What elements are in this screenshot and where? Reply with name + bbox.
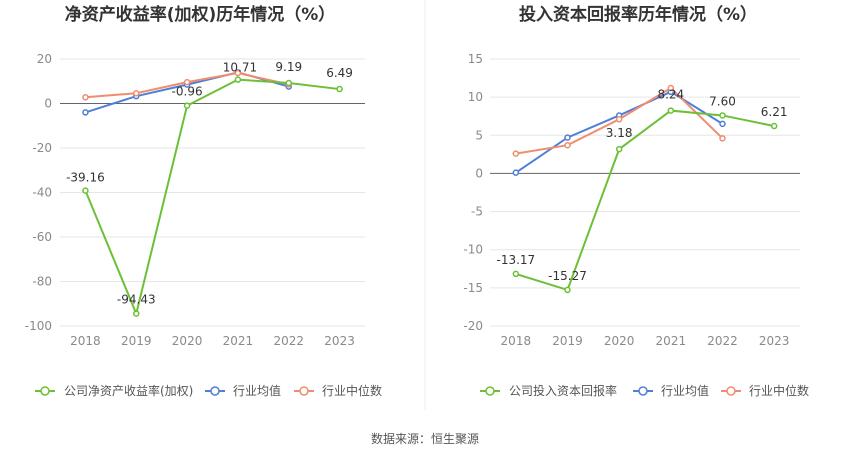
roe-chart: 净资产收益率(加权)历年情况（%） 20 0 -20 -40 -60 -80 -100 2018… [25,4,382,398]
series-line-company [515,109,775,292]
data-label: 6.49 [326,66,353,80]
data-label: 3.18 [606,126,633,140]
data-point-median [719,135,726,142]
data-point-median [133,90,140,97]
x-tick-label: 2018 [70,334,101,348]
data-point-avg [512,169,520,176]
y-tick-label: -40 [32,186,52,200]
data-label: -15.27 [548,269,587,283]
legend-label: 行业中位数 [322,383,382,398]
data-point-avg [564,134,571,141]
x-tick-label: 2022 [707,334,738,348]
data-point-company [667,107,675,114]
y-tick-label: -5 [471,205,483,219]
data-label: -0.96 [172,85,203,99]
y-tick-label: -10 [463,243,483,257]
legend-label: 行业均值 [233,383,281,398]
x-tick-label: 2020 [172,334,203,348]
data-label: 8.24 [657,88,684,102]
y-tick-label: 10 [468,90,483,104]
data-point-median [512,150,520,157]
y-tick-label: -60 [32,230,52,244]
data-point-company [564,286,571,294]
data-point-company [82,187,89,194]
data-label: -94.43 [117,293,156,307]
legend-marker-median [299,386,309,396]
data-point-company [512,270,520,278]
x-tick-label: 2019 [552,334,583,348]
data-point-median [234,69,242,77]
data-point-company [336,85,343,93]
data-point-company [770,122,778,130]
data-point-median [667,84,675,92]
data-point-median [615,116,623,123]
legend-label: 公司净资产收益率(加权) [64,383,193,398]
y-tick-label: -100 [25,319,52,333]
data-label: -39.16 [66,171,105,185]
data-point-company [133,310,140,317]
x-tick-label: 2019 [121,334,152,348]
chart-title: 投入资本回报率历年情况（%） [519,4,757,25]
legend-marker-avg [210,386,220,396]
x-tick-label: 2021 [656,334,687,348]
legend-label: 公司投入资本回报率 [509,383,617,398]
legend-marker-company [40,386,50,396]
y-tick-label: -20 [32,141,52,155]
data-point-company [234,76,242,83]
legend-label: 行业中位数 [749,383,809,398]
data-point-median [564,141,571,149]
data-point-company [719,112,726,119]
x-tick-label: 2018 [501,334,532,348]
data-label: 7.60 [709,94,736,108]
roic-chart: 投入资本回报率历年情况（%） 15 10 5 0 -5 -10 -15 -20 2018 2019 2… [463,4,809,398]
legend-marker-avg [638,386,648,396]
y-tick-label: -20 [463,319,483,333]
data-label: 6.21 [761,105,788,119]
data-label: 9.19 [275,60,302,74]
data-point-median [82,94,89,101]
series-line-company [84,78,340,317]
data-point-company [615,145,623,153]
data-point-avg [82,109,89,116]
legend-marker-company [485,386,495,396]
data-point-median [183,78,191,86]
legend-label: 行业均值 [661,383,709,398]
data-label: 10.71 [223,61,257,75]
y-tick-label: -80 [32,275,52,289]
x-tick-label: 2023 [759,334,790,348]
data-point-company [285,79,292,87]
y-tick-label: 0 [44,97,52,111]
y-tick-label: -15 [463,281,483,295]
data-point-company [183,102,191,109]
legend-marker-median [726,386,736,396]
x-tick-label: 2023 [324,334,355,348]
chart-title: 净资产收益率(加权)历年情况（%） [65,4,336,25]
data-source: 数据来源：恒生聚源 [371,431,479,446]
data-point-avg [719,120,726,128]
y-tick-label: 0 [475,166,483,180]
y-tick-label: 20 [37,52,52,66]
y-tick-label: 5 [475,128,483,142]
y-tick-label: 15 [468,52,483,66]
x-tick-label: 2022 [273,334,304,348]
x-tick-label: 2020 [604,334,635,348]
x-tick-label: 2021 [223,334,254,348]
data-label: -13.17 [496,253,535,267]
